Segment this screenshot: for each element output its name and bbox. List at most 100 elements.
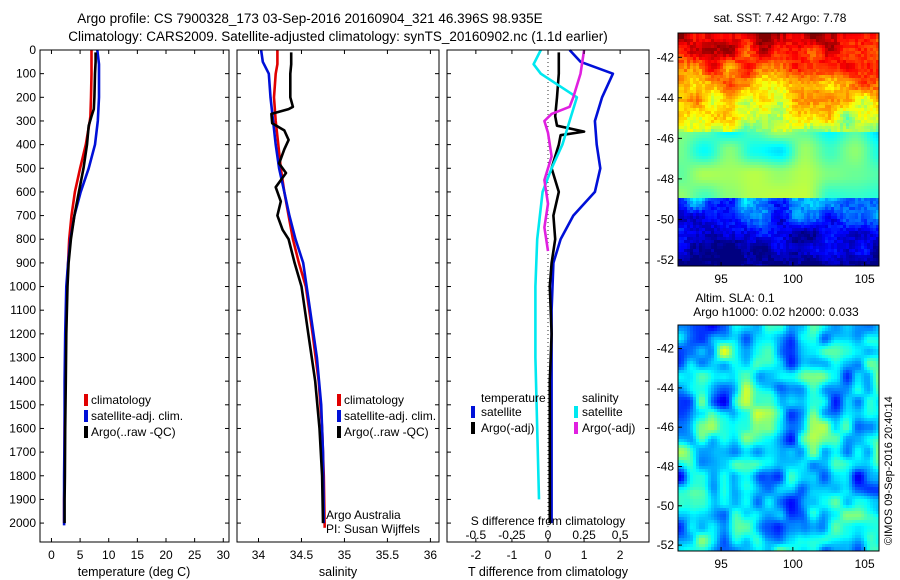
map-cell xyxy=(816,162,820,166)
map-cell xyxy=(717,180,721,184)
map-cell xyxy=(711,120,715,124)
map-cell xyxy=(768,33,772,37)
map-cell xyxy=(840,114,844,118)
map-cell xyxy=(681,198,685,202)
map-cell xyxy=(723,102,727,106)
map-cell xyxy=(792,219,796,223)
map-cell xyxy=(843,147,847,151)
map-cell xyxy=(789,213,793,217)
map-cell xyxy=(828,153,832,157)
y-tick-label: 1900 xyxy=(9,492,36,506)
map-cell xyxy=(825,222,829,226)
map-cell xyxy=(771,48,775,52)
map-cell xyxy=(693,210,697,214)
map-cell xyxy=(861,57,865,61)
map-cell xyxy=(813,132,817,136)
map-cell xyxy=(840,120,844,124)
map-cell xyxy=(678,99,682,103)
map-cell xyxy=(777,237,781,241)
map-cell xyxy=(702,231,706,235)
map-cell xyxy=(876,237,879,241)
map-cell xyxy=(798,228,802,232)
map-cell xyxy=(762,243,766,247)
map-cell xyxy=(780,177,784,181)
map-cell xyxy=(792,63,796,67)
map-cell xyxy=(813,126,817,130)
map-cell xyxy=(852,57,856,61)
map-cell xyxy=(705,141,709,145)
map-cell xyxy=(849,87,853,91)
map-cell xyxy=(720,231,724,235)
map-cell xyxy=(705,207,709,211)
map-cell xyxy=(762,192,766,196)
map-cell xyxy=(855,159,859,163)
map-cell xyxy=(861,114,865,118)
map-cell xyxy=(693,198,697,202)
map-cell xyxy=(693,132,697,136)
map-cell xyxy=(720,120,724,124)
map-cell xyxy=(771,111,775,115)
map-cell xyxy=(783,243,787,247)
map-cell xyxy=(837,240,841,244)
map-cell xyxy=(795,165,799,169)
map-cell xyxy=(777,183,781,187)
map-cell xyxy=(855,180,859,184)
map-cell xyxy=(741,99,745,103)
map-cell xyxy=(810,228,814,232)
map-cell xyxy=(720,93,724,97)
map-cell xyxy=(792,135,796,139)
map-cell xyxy=(738,171,742,175)
map-cell xyxy=(792,147,796,151)
map-cell xyxy=(822,135,826,139)
map-cell xyxy=(711,96,715,100)
map-cell xyxy=(858,183,862,187)
map-cell xyxy=(849,165,853,169)
map-cell xyxy=(849,147,853,151)
map-cell xyxy=(738,66,742,70)
map-cell xyxy=(825,123,829,127)
map-cell xyxy=(825,144,829,148)
map-cell xyxy=(786,219,790,223)
map-cell xyxy=(819,90,823,94)
map-cell xyxy=(822,153,826,157)
map-cell xyxy=(780,222,784,226)
map-cell xyxy=(816,168,820,172)
map-cell xyxy=(765,174,769,178)
map-cell xyxy=(747,120,751,124)
map-cell xyxy=(801,237,805,241)
map-cell xyxy=(867,207,871,211)
map-cell xyxy=(810,90,814,94)
map-cell xyxy=(720,66,724,70)
map-cell xyxy=(735,231,739,235)
map-cell xyxy=(753,240,757,244)
map-cell xyxy=(795,96,799,100)
profile-line-1 xyxy=(259,49,326,524)
map-cell xyxy=(723,45,727,49)
map-cell xyxy=(807,168,811,172)
map-cell xyxy=(870,33,874,37)
map-cell xyxy=(690,75,694,79)
map-cell xyxy=(720,174,724,178)
map-cell xyxy=(849,195,853,199)
map-cell xyxy=(807,159,811,163)
map-cell xyxy=(768,189,772,193)
map-cell xyxy=(789,222,793,226)
map-cell xyxy=(699,72,703,76)
map-cell xyxy=(804,96,808,100)
map-cell xyxy=(729,93,733,97)
map-cell xyxy=(720,150,724,154)
map-cell xyxy=(786,72,790,76)
y-tick-label: 800 xyxy=(16,232,36,246)
map-cell xyxy=(777,210,781,214)
map-cell xyxy=(705,42,709,46)
map-cell xyxy=(735,153,739,157)
map-cell xyxy=(831,210,835,214)
map-cell xyxy=(717,168,721,172)
map-cell xyxy=(750,75,754,79)
map-cell xyxy=(693,90,697,94)
map-cell xyxy=(678,135,682,139)
map-cell xyxy=(729,54,733,58)
map-cell xyxy=(873,162,877,166)
map-cell xyxy=(684,243,688,247)
map-cell xyxy=(825,168,829,172)
